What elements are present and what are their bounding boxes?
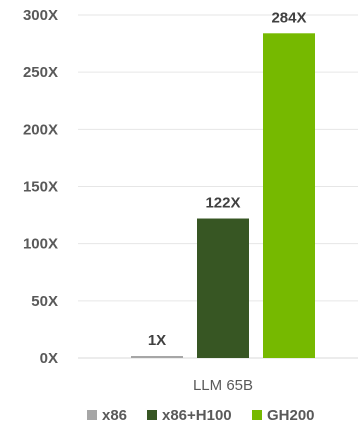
y-tick-label: 0X — [40, 350, 58, 367]
legend-swatch — [252, 410, 262, 420]
x-axis-category-labels: LLM 65B — [193, 377, 253, 394]
legend: x86 x86+H100 GH200 — [87, 407, 315, 424]
y-tick-label: 100X — [23, 236, 58, 253]
bar-gh200 — [263, 33, 315, 358]
legend-swatch — [147, 410, 157, 420]
legend-swatch — [87, 410, 97, 420]
legend-label: GH200 — [267, 407, 315, 424]
bars — [131, 33, 315, 358]
legend-label: x86+H100 — [162, 407, 232, 424]
data-label: 122X — [205, 195, 240, 212]
y-axis-tick-labels: 0X 50X 100X 150X 200X 250X 300X — [23, 7, 58, 367]
bar-x86 — [131, 356, 183, 358]
legend-item: GH200 — [252, 407, 315, 424]
y-tick-label: 150X — [23, 179, 58, 196]
y-tick-label: 50X — [31, 293, 58, 310]
data-labels: 1X 122X 284X — [148, 9, 307, 349]
data-label: 1X — [148, 332, 166, 349]
legend-item: x86+H100 — [147, 407, 232, 424]
legend-label: x86 — [102, 407, 127, 424]
y-tick-label: 250X — [23, 64, 58, 81]
data-label: 284X — [271, 9, 306, 26]
bar-x86-h100 — [197, 218, 249, 358]
y-tick-label: 300X — [23, 7, 58, 24]
x-category-label: LLM 65B — [193, 377, 253, 394]
legend-item: x86 — [87, 407, 127, 424]
y-tick-label: 200X — [23, 121, 58, 138]
